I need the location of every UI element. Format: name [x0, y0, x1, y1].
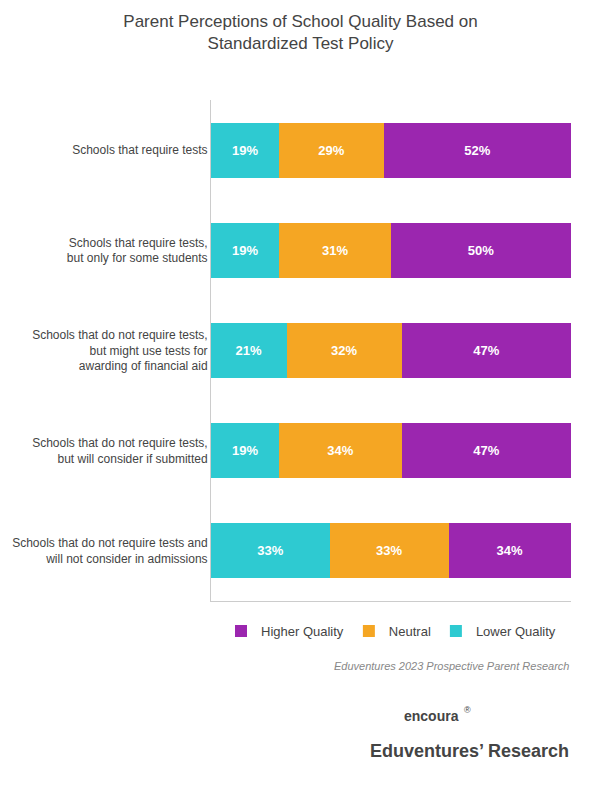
- svg-text:47%: 47%: [473, 343, 499, 358]
- svg-text:34%: 34%: [327, 443, 353, 458]
- svg-text:32%: 32%: [331, 343, 357, 358]
- svg-text:29%: 29%: [318, 143, 344, 158]
- svg-text:21%: 21%: [236, 343, 262, 358]
- svg-text:Eduventures’ Research: Eduventures’ Research: [370, 741, 569, 761]
- svg-text:encoura: encoura: [404, 708, 459, 724]
- svg-text:33%: 33%: [376, 543, 402, 558]
- svg-text:19%: 19%: [232, 143, 258, 158]
- svg-text:Schools that do not require te: Schools that do not require tests,but mi…: [32, 328, 207, 373]
- svg-text:Schools that do not require te: Schools that do not require tests andwil…: [12, 536, 207, 566]
- svg-text:Schools that require tests,but: Schools that require tests,but only for …: [67, 236, 208, 266]
- svg-text:34%: 34%: [497, 543, 523, 558]
- svg-text:33%: 33%: [257, 543, 283, 558]
- svg-text:Higher Quality: Higher Quality: [261, 624, 344, 639]
- svg-text:Schools that do not require te: Schools that do not require tests,but wi…: [32, 436, 207, 466]
- svg-text:52%: 52%: [464, 143, 490, 158]
- svg-text:®: ®: [464, 705, 471, 715]
- svg-text:Neutral: Neutral: [389, 624, 431, 639]
- svg-text:Eduventures 2023 Prospective P: Eduventures 2023 Prospective Parent Rese…: [334, 660, 569, 672]
- svg-text:Lower Quality: Lower Quality: [476, 624, 556, 639]
- svg-text:47%: 47%: [473, 443, 499, 458]
- svg-text:Schools that require tests: Schools that require tests: [72, 143, 207, 157]
- svg-text:31%: 31%: [322, 243, 348, 258]
- svg-text:Parent Perceptions of School Q: Parent Perceptions of School Quality Bas…: [123, 12, 477, 53]
- svg-text:19%: 19%: [232, 443, 258, 458]
- svg-text:50%: 50%: [468, 243, 494, 258]
- svg-text:19%: 19%: [232, 243, 258, 258]
